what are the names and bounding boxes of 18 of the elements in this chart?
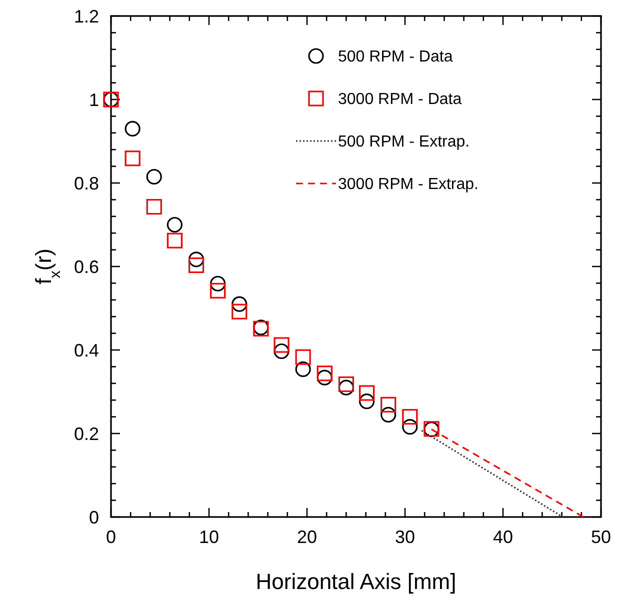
legend-label: 500 RPM - Data: [338, 48, 453, 66]
x-axis-title: Horizontal Axis [mm]: [256, 569, 456, 594]
legend-label: 3000 RPM - Data: [338, 91, 462, 108]
x-tick-label: 50: [590, 527, 612, 547]
legend-label: 3000 RPM - Extrap.: [338, 176, 478, 194]
x-tick-label: 40: [492, 527, 514, 547]
y-tick-label: 0.6: [74, 256, 99, 277]
y-tick-label: 0: [88, 507, 99, 528]
x-tick-label: 10: [198, 527, 220, 547]
y-tick-label: 0.4: [74, 340, 99, 360]
y-tick-label: 0.2: [74, 424, 99, 444]
y-tick-label: 0.8: [74, 173, 99, 194]
y-tick-label: 1: [88, 90, 99, 110]
y-tick-label: 1.2: [74, 6, 99, 26]
x-tick-label: 0: [106, 527, 116, 547]
legend-label: 500 RPM - Extrap.: [338, 134, 470, 151]
x-tick-label: 30: [394, 527, 416, 547]
x-tick-label: 20: [296, 527, 318, 547]
